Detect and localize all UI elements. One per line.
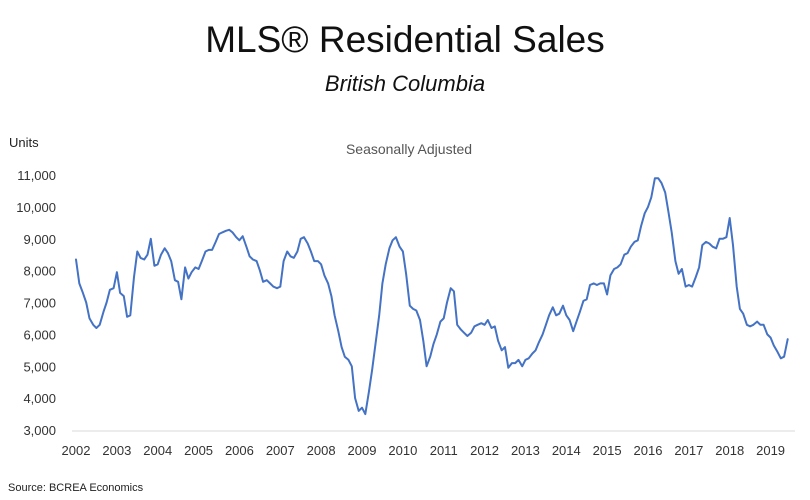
x-tick-label: 2010 <box>388 443 417 458</box>
x-tick-label: 2006 <box>225 443 254 458</box>
x-tick-label: 2007 <box>266 443 295 458</box>
chart-subtitle: British Columbia <box>324 71 486 96</box>
x-tick-label: 2016 <box>634 443 663 458</box>
y-axis-ticks: 3,000 4,000 5,000 6,000 7,000 8,000 9,000 10,00… <box>16 168 56 438</box>
y-tick-label: 10,000 <box>16 200 56 215</box>
y-tick-label: 3,000 <box>23 423 56 438</box>
x-tick-label: 2015 <box>593 443 622 458</box>
x-tick-label: 2009 <box>348 443 377 458</box>
series-layer <box>75 177 789 416</box>
y-tick-label: 6,000 <box>23 327 56 342</box>
x-tick-label: 2005 <box>184 443 213 458</box>
x-tick-label: 2008 <box>307 443 336 458</box>
y-tick-label: 4,000 <box>23 391 56 406</box>
series-line <box>75 177 789 416</box>
x-tick-label: 2018 <box>715 443 744 458</box>
y-tick-label: 8,000 <box>23 264 56 279</box>
y-tick-label: 11,000 <box>17 168 56 183</box>
y-tick-label: 9,000 <box>23 232 56 247</box>
source-note: Source: BCREA Economics <box>8 482 144 494</box>
y-tick-label: 7,000 <box>23 296 56 311</box>
y-axis-label: Units <box>9 135 39 150</box>
x-tick-label: 2004 <box>143 443 172 458</box>
x-tick-label: 2012 <box>470 443 499 458</box>
x-tick-label: 2002 <box>62 443 91 458</box>
x-tick-label: 2011 <box>430 443 458 458</box>
x-tick-label: 2014 <box>552 443 581 458</box>
x-axis-ticks: 2002 2003 2004 2005 2006 2007 2008 2009 2010 2011… <box>62 443 785 458</box>
x-tick-label: 2013 <box>511 443 540 458</box>
x-tick-label: 2003 <box>102 443 131 458</box>
chart-title: MLS® Residential Sales <box>205 19 605 60</box>
x-tick-label: 2017 <box>674 443 703 458</box>
chart-annotation: Seasonally Adjusted <box>346 141 472 157</box>
x-tick-label: 2019 <box>756 443 785 458</box>
y-tick-label: 5,000 <box>23 359 56 374</box>
